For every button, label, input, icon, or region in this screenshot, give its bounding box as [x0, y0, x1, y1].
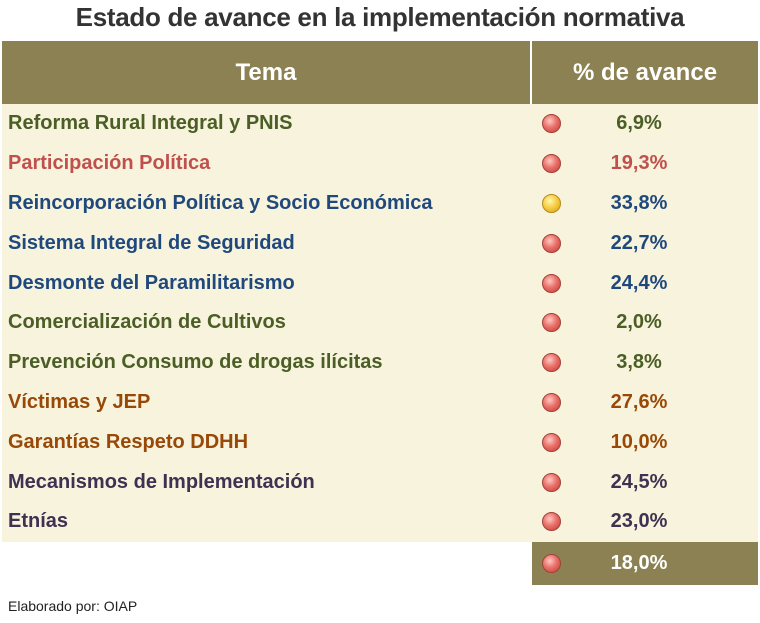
header-tema: Tema — [2, 41, 532, 104]
tema-label: Víctimas y JEP — [8, 390, 151, 413]
tema-label: Comercialización de Cultivos — [8, 311, 286, 334]
table-row: Desmonte del Paramilitarismo 24,4% — [2, 263, 758, 303]
tema-label: Desmonte del Paramilitarismo — [8, 271, 295, 294]
status-indicator — [536, 432, 566, 452]
progress-table: Tema % de avance Reforma Rural Integral … — [2, 41, 758, 585]
status-dot-icon — [541, 154, 561, 174]
tema-label: Sistema Integral de Seguridad — [8, 231, 295, 254]
status-indicator — [536, 273, 566, 293]
source-footer: Elaborado por: OIAP — [8, 598, 138, 614]
avance-value: 6,9% — [616, 112, 662, 135]
avance-value: 24,5% — [610, 470, 668, 493]
avance-value: 27,6% — [610, 390, 668, 413]
table-row: Participación Política 19,3% — [2, 144, 758, 184]
status-indicator — [536, 353, 566, 373]
status-indicator — [536, 154, 566, 174]
avance-value: 24,4% — [610, 271, 668, 294]
status-dot-icon — [541, 273, 561, 293]
status-dot-icon — [541, 114, 561, 134]
table-row: Reincorporación Política y Socio Económi… — [2, 184, 758, 224]
tema-label: Mecanismos de Implementación — [8, 470, 315, 493]
table-row: Sistema Integral de Seguridad 22,7% — [2, 223, 758, 263]
status-indicator — [536, 512, 566, 532]
avance-value: 10,0% — [610, 430, 668, 453]
avance-value: 33,8% — [610, 191, 668, 214]
tema-label: Participación Política — [8, 152, 211, 175]
total-row: 18,0% — [2, 541, 758, 585]
status-dot-icon — [541, 193, 561, 213]
status-indicator — [536, 472, 566, 492]
status-dot-icon — [541, 392, 561, 412]
table-row: Víctimas y JEP 27,6% — [2, 383, 758, 423]
status-dot-icon — [541, 472, 561, 492]
table-row: Garantías Respeto DDHH 10,0% — [2, 422, 758, 462]
avance-value: 22,7% — [610, 231, 668, 254]
total-avance: 18,0% — [610, 551, 668, 574]
table-row: Reforma Rural Integral y PNIS 6,9% — [2, 104, 758, 144]
table-row: Mecanismos de Implementación 24,5% — [2, 462, 758, 502]
status-indicator — [536, 392, 566, 412]
status-dot-icon — [541, 553, 561, 573]
total-spacer — [2, 542, 532, 585]
avance-value: 23,0% — [610, 510, 668, 533]
header-avance: % de avance — [572, 58, 718, 86]
tema-label: Etnías — [8, 510, 69, 533]
avance-value: 19,3% — [610, 152, 668, 175]
status-dot-icon — [541, 313, 561, 333]
status-dot-icon — [541, 353, 561, 373]
table-row: Comercialización de Cultivos 2,0% — [2, 303, 758, 343]
total-cell: 18,0% — [532, 541, 758, 585]
tema-label: Garantías Respeto DDHH — [8, 430, 249, 453]
table-body: Reforma Rural Integral y PNIS 6,9% Partici… — [2, 104, 758, 542]
table-header: Tema % de avance — [2, 41, 758, 104]
status-indicator — [536, 193, 566, 213]
status-dot-icon — [541, 233, 561, 253]
table-row: Etnías 23,0% — [2, 502, 758, 542]
status-indicator — [536, 114, 566, 134]
table-row: Prevención Consumo de drogas ilícitas 3,8… — [2, 343, 758, 383]
tema-label: Reincorporación Política y Socio Económi… — [8, 191, 433, 214]
tema-label: Reforma Rural Integral y PNIS — [8, 112, 293, 135]
avance-value: 3,8% — [616, 351, 662, 374]
status-indicator — [536, 553, 566, 573]
status-indicator — [536, 233, 566, 253]
tema-label: Prevención Consumo de drogas ilícitas — [8, 351, 383, 374]
page-title: Estado de avance en la implementación no… — [75, 2, 685, 32]
status-indicator — [536, 313, 566, 333]
status-dot-icon — [541, 432, 561, 452]
status-dot-icon — [541, 512, 561, 532]
avance-value: 2,0% — [616, 311, 662, 334]
